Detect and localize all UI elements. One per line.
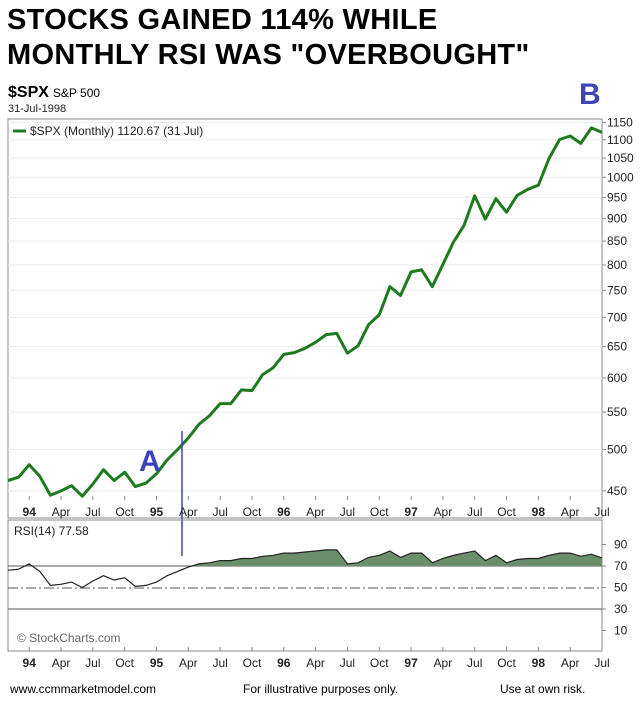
footer-right: Use at own risk. xyxy=(500,682,586,696)
rsi-tick-label: 50 xyxy=(614,581,628,595)
rsi-legend: RSI(14) 77.58 xyxy=(14,524,89,538)
rsi-y-axis: 90 70 50 30 10 xyxy=(602,538,628,638)
price-tick-label: 650 xyxy=(607,339,627,353)
rsi-overbought-fill xyxy=(25,549,602,566)
rsi-tick-label: 10 xyxy=(614,624,628,638)
x-tick-label: Apr xyxy=(561,505,580,519)
price-grid xyxy=(8,121,602,492)
marker-a: A xyxy=(139,445,161,478)
x-tick-label: 96 xyxy=(277,505,291,519)
x-tick-label: 96 xyxy=(277,656,291,670)
chart-date: 31-Jul-1998 xyxy=(8,103,67,115)
x-tick-label: Oct xyxy=(115,656,134,670)
x-tick-label: Jul xyxy=(340,505,355,519)
price-tick-label: 1000 xyxy=(607,170,634,184)
x-tick-label: Oct xyxy=(243,656,262,670)
x-tick-label: Oct xyxy=(243,505,262,519)
x-tick-label: Jul xyxy=(594,656,609,670)
price-tick-label: 750 xyxy=(607,283,627,297)
rsi-tick-label: 70 xyxy=(614,559,628,573)
x-tick-label: 94 xyxy=(23,505,37,519)
price-tick-label: 850 xyxy=(607,234,627,248)
price-y-axis: 1150 1100 1050 1000 950 900 850 800 750 700 650 600… xyxy=(602,115,634,498)
x-tick-label: Oct xyxy=(370,505,389,519)
price-tick-label: 1100 xyxy=(607,133,633,147)
price-panel: $SPX (Monthly) 1120.67 (31 Jul) 1150 1100… xyxy=(7,115,634,556)
x-tick-label: 98 xyxy=(532,505,546,519)
x-tick-label: Jul xyxy=(340,656,355,670)
price-panel-frame xyxy=(7,118,603,519)
price-tick-label: 600 xyxy=(607,371,627,385)
price-tick-label: 1050 xyxy=(607,151,634,165)
x-tick-label: Jul xyxy=(467,505,482,519)
price-tick-label: 500 xyxy=(607,443,627,457)
x-tick-label: Jul xyxy=(212,505,227,519)
x-tick-label: Apr xyxy=(434,656,453,670)
rsi-panel-frame xyxy=(7,519,603,652)
x-tick-label: 97 xyxy=(404,505,418,519)
x-tick-label: Jul xyxy=(594,505,609,519)
rsi-series-line xyxy=(7,549,603,589)
price-tick-label: 550 xyxy=(607,405,627,419)
x-tick-label: Jul xyxy=(85,656,100,670)
rsi-panel: RSI(14) 77.58 90 70 50 30 10 © StockCharts.c… xyxy=(7,519,628,652)
x-tick-label: Oct xyxy=(497,656,516,670)
x-tick-label: Jul xyxy=(85,505,100,519)
price-tick-label: 800 xyxy=(607,258,627,272)
headline-line-2: MONTHLY RSI WAS "OVERBOUGHT" xyxy=(7,39,530,71)
price-tick-label: 900 xyxy=(607,212,627,226)
x-tick-label: Oct xyxy=(370,656,389,670)
symbol-header: $SPX S&P 500 xyxy=(8,84,100,102)
price-tick-label: 950 xyxy=(607,190,627,204)
ticker: $SPX xyxy=(8,84,49,101)
x-tick-label: Apr xyxy=(179,505,198,519)
x-tick-label: Apr xyxy=(306,505,325,519)
x-axis-top: 94 Apr Jul Oct 95 Apr Jul Oct 96 Apr Jul Oct 97 Apr Ju… xyxy=(23,496,610,519)
x-tick-label: 95 xyxy=(150,505,164,519)
watermark: © StockCharts.com xyxy=(17,631,121,645)
rsi-tick-label: 90 xyxy=(614,538,628,552)
price-series-line xyxy=(7,126,603,498)
x-tick-label: Apr xyxy=(52,656,71,670)
x-tick-label: Jul xyxy=(212,656,227,670)
price-tick-label: 1150 xyxy=(607,115,633,129)
x-tick-label: Jul xyxy=(467,656,482,670)
x-tick-label: Oct xyxy=(497,505,516,519)
x-tick-label: 95 xyxy=(150,656,164,670)
footer-center: For illustrative purposes only. xyxy=(243,682,399,696)
symbol-name: S&P 500 xyxy=(52,86,101,100)
price-legend: $SPX (Monthly) 1120.67 (31 Jul) xyxy=(30,124,203,138)
price-tick-label: 700 xyxy=(607,310,627,324)
x-tick-label: Apr xyxy=(306,656,325,670)
x-tick-label: Apr xyxy=(52,505,71,519)
x-tick-label: 98 xyxy=(532,656,546,670)
marker-b: B xyxy=(579,78,601,111)
rsi-tick-label: 30 xyxy=(614,602,628,616)
x-tick-label: 94 xyxy=(23,656,37,670)
footer-left: www.ccmmarketmodel.com xyxy=(10,682,157,696)
x-tick-label: Apr xyxy=(179,656,198,670)
x-tick-label: Oct xyxy=(115,505,134,519)
headline-line-1: STOCKS GAINED 114% WHILE xyxy=(7,4,438,36)
x-tick-label: 97 xyxy=(404,656,418,670)
x-tick-label: Apr xyxy=(561,656,580,670)
x-axis-bottom: 94 Apr Jul Oct 95 Apr Jul Oct 96 Apr Jul Oct 97 Apr Ju… xyxy=(23,647,610,670)
x-tick-label: Apr xyxy=(434,505,453,519)
price-tick-label: 450 xyxy=(607,484,627,498)
